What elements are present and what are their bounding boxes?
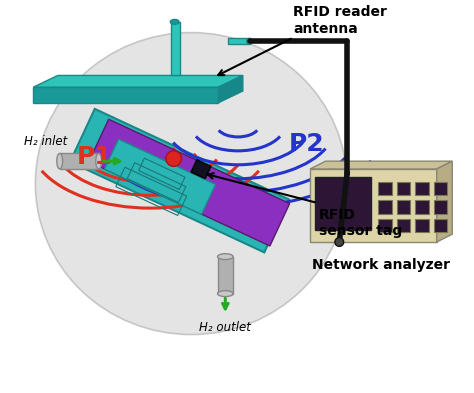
Text: H₂ inlet: H₂ inlet (24, 134, 67, 147)
Bar (378, 200, 392, 214)
Bar (70, 109, 289, 252)
Text: H₂ outlet: H₂ outlet (200, 321, 251, 334)
Ellipse shape (170, 19, 179, 24)
Bar (127, 163, 186, 202)
Ellipse shape (166, 151, 182, 166)
Bar (89, 119, 290, 246)
Bar (116, 167, 187, 215)
Bar (415, 182, 429, 195)
Bar (434, 219, 447, 232)
Bar (397, 219, 410, 232)
Bar (315, 177, 372, 230)
Ellipse shape (335, 238, 344, 246)
Bar (397, 200, 410, 214)
Text: P1: P1 (76, 145, 112, 169)
Polygon shape (33, 87, 219, 103)
Text: Network analyzer: Network analyzer (312, 257, 450, 272)
Bar (434, 200, 447, 214)
Polygon shape (310, 161, 452, 169)
Bar (218, 257, 233, 294)
Ellipse shape (57, 153, 63, 169)
Bar (397, 182, 410, 195)
Polygon shape (219, 75, 243, 103)
Bar (378, 219, 392, 232)
Bar (191, 160, 211, 179)
Bar (434, 182, 447, 195)
Text: RFID
sensor tag: RFID sensor tag (319, 208, 402, 238)
Bar (378, 182, 392, 195)
Polygon shape (310, 169, 437, 242)
Bar (60, 153, 99, 169)
Ellipse shape (247, 39, 253, 44)
Polygon shape (33, 75, 243, 87)
Bar (415, 219, 429, 232)
Text: RFID reader
antenna: RFID reader antenna (293, 6, 387, 35)
Ellipse shape (36, 33, 347, 334)
Bar (228, 39, 250, 44)
Ellipse shape (96, 153, 101, 169)
Bar (415, 200, 429, 214)
Ellipse shape (218, 254, 233, 259)
Bar (138, 158, 185, 189)
Bar (104, 139, 216, 215)
Ellipse shape (218, 291, 233, 297)
Text: P2: P2 (289, 132, 324, 156)
Polygon shape (437, 161, 452, 242)
Bar (171, 22, 180, 75)
